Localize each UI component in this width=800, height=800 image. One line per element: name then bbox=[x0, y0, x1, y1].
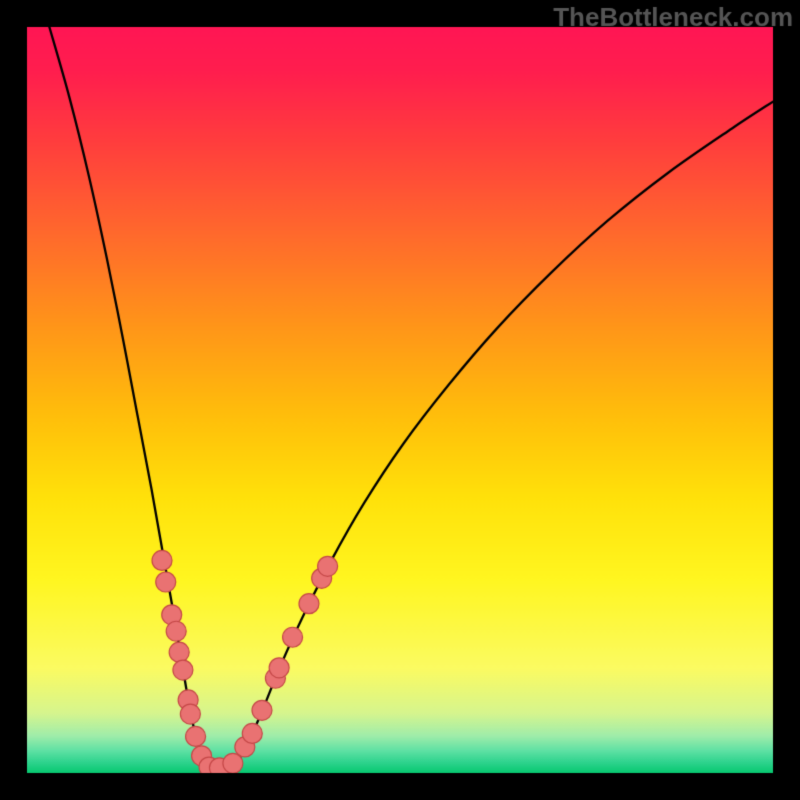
bottleneck-chart bbox=[0, 0, 800, 800]
